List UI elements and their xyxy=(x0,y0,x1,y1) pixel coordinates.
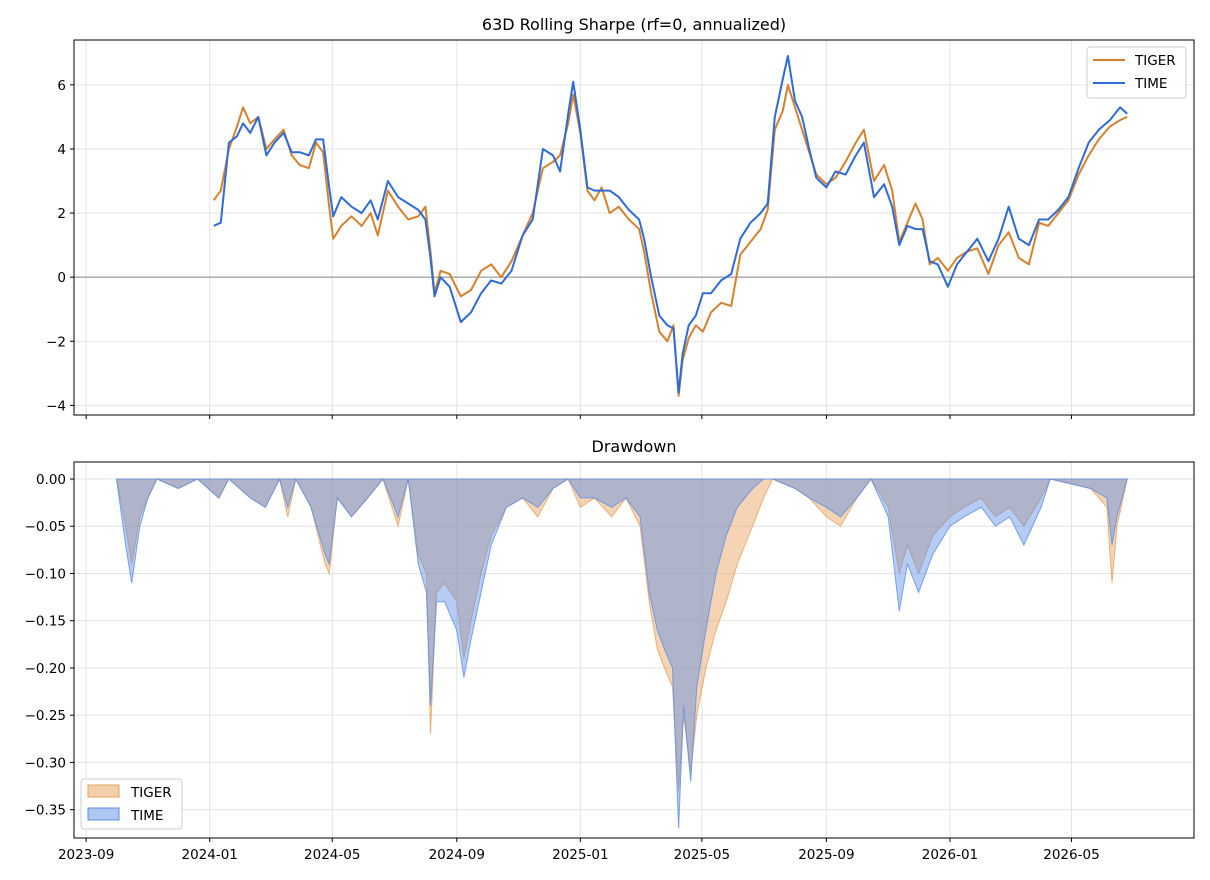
x-tick-label: 2026-05 xyxy=(1043,847,1099,863)
sharpe-legend: TIGER TIME xyxy=(1086,46,1187,99)
legend-label-tiger-dd: TIGER xyxy=(130,785,172,801)
legend-label-tiger: TIGER xyxy=(1134,53,1176,69)
y-tick-label: 2 xyxy=(57,206,66,222)
legend-patch-time xyxy=(87,807,120,821)
y-tick-label: 6 xyxy=(57,78,66,94)
drawdown-x-ticks: 2023-09 2024-01 2024-05 2024-09 2025-01 2025-… xyxy=(58,838,1100,863)
y-tick-label: −0.05 xyxy=(25,519,66,535)
x-tick-label: 2026-01 xyxy=(922,847,978,863)
x-tick-label: 2024-05 xyxy=(304,847,360,863)
x-tick-label: 2025-01 xyxy=(552,847,608,863)
y-tick-label: −0.10 xyxy=(25,566,66,582)
series-area-time xyxy=(115,477,1128,829)
x-tick-label: 2024-01 xyxy=(181,847,237,863)
sharpe-y-ticks: −4 −2 0 2 4 6 xyxy=(46,78,74,414)
x-tick-label: 2025-05 xyxy=(674,847,730,863)
y-tick-label: −0.30 xyxy=(25,755,66,771)
sharpe-x-ticks xyxy=(85,415,1072,419)
sharpe-panel: 63D Rolling Sharpe (rf=0, annualized) −4… xyxy=(46,15,1195,419)
y-tick-label: 0 xyxy=(57,270,66,286)
sharpe-series xyxy=(212,55,1128,397)
y-tick-label: −0.15 xyxy=(25,614,66,630)
drawdown-panel: Drawdown 0.00 −0.05 −0.10 −0.15 −0.20 −0.25 −0… xyxy=(25,437,1195,863)
legend-label-time: TIME xyxy=(1134,76,1167,92)
y-tick-label: −4 xyxy=(46,398,66,414)
sharpe-axes-frame xyxy=(73,39,1195,416)
series-line-tiger xyxy=(212,83,1128,397)
drawdown-title: Drawdown xyxy=(592,437,677,456)
y-tick-label: 4 xyxy=(57,142,66,158)
y-tick-label: −0.25 xyxy=(25,708,66,724)
drawdown-legend: TIGER TIME xyxy=(80,778,183,830)
x-tick-label: 2025-09 xyxy=(798,847,854,863)
x-tick-label: 2024-09 xyxy=(429,847,485,863)
sharpe-title: 63D Rolling Sharpe (rf=0, annualized) xyxy=(482,15,786,34)
drawdown-axes-frame xyxy=(73,461,1195,839)
y-tick-label: −0.20 xyxy=(25,661,66,677)
y-tick-label: 0.00 xyxy=(36,472,66,488)
legend-label-time-dd: TIME xyxy=(130,808,163,824)
series-line-time xyxy=(213,55,1128,394)
drawdown-series xyxy=(115,477,1128,829)
legend-patch-tiger xyxy=(87,784,120,798)
drawdown-y-ticks: 0.00 −0.05 −0.10 −0.15 −0.20 −0.25 −0.30 −0.35 xyxy=(25,472,74,819)
y-tick-label: −0.35 xyxy=(25,803,66,819)
x-tick-label: 2023-09 xyxy=(58,847,114,863)
y-tick-label: −2 xyxy=(46,334,66,350)
